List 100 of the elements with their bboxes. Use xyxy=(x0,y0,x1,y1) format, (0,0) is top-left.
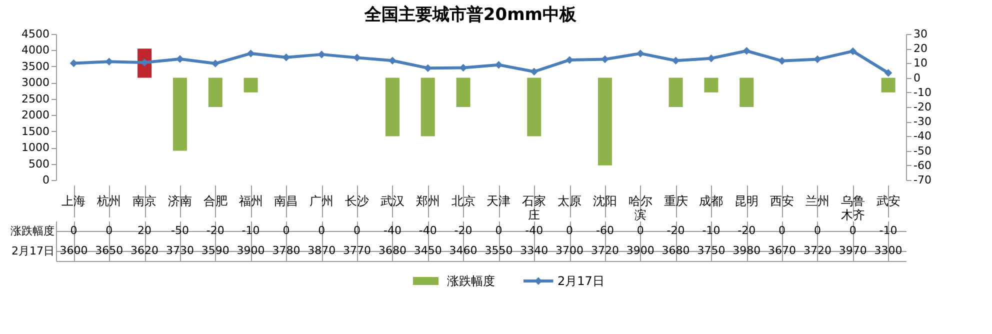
data-label: 3550 xyxy=(484,244,513,257)
data-label: -20 xyxy=(454,224,472,237)
point xyxy=(176,55,184,63)
x-tick-label: 郑州 xyxy=(416,194,440,208)
data-label: 3720 xyxy=(803,244,832,257)
data-label: -20 xyxy=(206,224,224,237)
y-tick-label: 3500 xyxy=(22,60,50,73)
point xyxy=(884,69,892,77)
point xyxy=(318,50,326,58)
data-label: 0 xyxy=(814,224,821,237)
data-label: 20 xyxy=(138,224,152,237)
y2-tick-label: -30 xyxy=(914,115,932,128)
data-label: 3680 xyxy=(378,244,406,257)
point xyxy=(601,55,609,64)
x-tick-label: 广州 xyxy=(310,194,334,208)
point xyxy=(778,57,786,65)
point xyxy=(494,60,503,69)
data-label: 0 xyxy=(778,224,786,237)
data-label: -10 xyxy=(702,224,720,237)
point xyxy=(212,60,220,68)
data-label: 3620 xyxy=(130,244,159,257)
data-label: -20 xyxy=(666,224,685,237)
data-label: 0 xyxy=(566,224,574,237)
data-label: 3720 xyxy=(590,244,619,257)
point xyxy=(530,68,538,76)
x-tick-label: 昆明 xyxy=(734,194,759,208)
data-label: 3780 xyxy=(272,244,300,257)
x-tick-label: 南京 xyxy=(132,194,157,208)
data-label: 0 xyxy=(849,224,856,237)
y2-tick-label: -60 xyxy=(914,158,932,172)
y-tick-label: 2500 xyxy=(22,92,50,106)
text: 涨跌幅度 xyxy=(10,224,54,238)
data-label: 3300 xyxy=(874,244,902,257)
chart-title: 全国主要城市普20mm中板 xyxy=(363,4,578,25)
x-tick-label: 杭州 xyxy=(96,194,122,208)
x-tick-label: 沈阳 xyxy=(592,194,617,208)
data-label: 3980 xyxy=(732,244,761,257)
x-tick-label: 合肥 xyxy=(203,194,228,208)
data-label: -40 xyxy=(418,224,437,237)
data-label: 3650 xyxy=(95,244,124,257)
data-label: 3750 xyxy=(697,244,726,257)
data-label: 3340 xyxy=(520,244,548,257)
y-tick-label: 2000 xyxy=(22,108,50,122)
x-tick-label: 兰州 xyxy=(805,194,830,208)
data-label: -60 xyxy=(596,224,614,237)
point xyxy=(849,47,857,56)
y-tick-label: 4500 xyxy=(22,28,50,40)
y2-tick-label: -70 xyxy=(914,174,932,186)
x-tick-label: 南昌 xyxy=(274,194,298,208)
data-label: -10 xyxy=(242,224,260,237)
x-tick-label: 西安 xyxy=(770,194,794,208)
y-tick-label: 4000 xyxy=(22,44,50,57)
point xyxy=(388,56,396,64)
data-label: 3600 xyxy=(60,244,88,257)
x-tick-label: 哈尔滨 xyxy=(628,194,652,222)
y-tick-label: 0 xyxy=(42,174,50,186)
x-tick-label: 福州 xyxy=(238,194,263,208)
data-label: 0 xyxy=(70,224,78,237)
data-label: 3590 xyxy=(201,244,230,257)
x-tick-label: 武汉 xyxy=(380,194,404,208)
data-label: 3700 xyxy=(556,244,584,257)
data-label: 0 xyxy=(636,224,644,237)
data-label: 3870 xyxy=(308,244,336,257)
data-label: 3730 xyxy=(166,244,194,257)
point xyxy=(814,55,822,64)
point xyxy=(636,50,644,58)
x-tick-label: 天津 xyxy=(486,194,511,208)
y-tick-label: 3000 xyxy=(22,76,50,90)
x-tick-label: 上海 xyxy=(62,194,86,208)
data-label: 3970 xyxy=(838,244,867,257)
y2-tick-label: 10 xyxy=(914,56,928,70)
x-tick-label: 北京 xyxy=(451,194,476,208)
data-label: -40 xyxy=(383,224,402,237)
x-tick-label: 长沙 xyxy=(345,194,370,208)
x-tick-label: 太原 xyxy=(558,194,582,208)
y2-tick-label: -50 xyxy=(914,144,932,158)
x-tick-label: 重庆 xyxy=(664,194,688,208)
y2-tick-label: -10 xyxy=(914,86,932,99)
legend-label: 涨跌幅度 xyxy=(447,274,495,288)
data-label: -50 xyxy=(170,224,189,237)
text: 2月17日 xyxy=(12,244,54,258)
x-tick-label: 乌鲁木齐 xyxy=(840,194,865,222)
y2-tick-label: 20 xyxy=(914,42,928,56)
data-label: -10 xyxy=(879,224,898,237)
y-tick-label: 1500 xyxy=(22,124,50,138)
point xyxy=(742,47,750,55)
x-tick-label: 成都 xyxy=(699,194,724,208)
data-label: -40 xyxy=(525,224,544,237)
data-label: 3670 xyxy=(768,244,796,257)
y-tick-label: 1000 xyxy=(22,141,50,154)
data-label: 3450 xyxy=(414,244,442,257)
y2-tick-label: 30 xyxy=(914,28,928,40)
data-label: 3770 xyxy=(343,244,372,257)
data-label: 0 xyxy=(282,224,290,237)
y-tick-label: 500 xyxy=(28,157,50,170)
data-label: 0 xyxy=(318,224,326,237)
data-label: 3460 xyxy=(449,244,478,257)
x-tick-label: 石家庄 xyxy=(522,194,546,222)
data-label: 0 xyxy=(354,224,361,237)
y2-tick-label: 0 xyxy=(914,71,920,84)
